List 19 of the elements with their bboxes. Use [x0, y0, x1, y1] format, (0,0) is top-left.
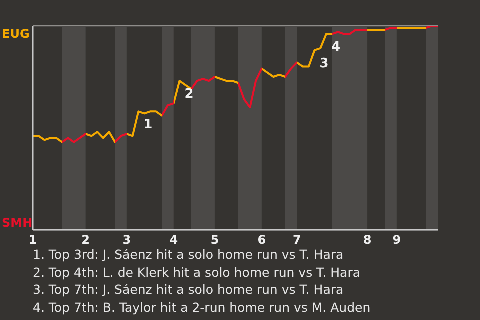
x-tick-label: 5: [210, 233, 220, 247]
x-tick-label: 7: [292, 233, 302, 247]
text: SMH: [2, 216, 33, 230]
annotation: 2: [184, 87, 194, 102]
annotation: 4: [331, 40, 341, 56]
text: 3. Top 7th: J. Sáenz hit a solo home run vs T. Hara: [33, 281, 345, 298]
x-tick-label: 2: [82, 233, 90, 247]
x-tick-label: 1: [28, 233, 38, 247]
x-tick-label: 3: [122, 233, 132, 247]
annotation: 3: [320, 56, 329, 72]
annotation: 1: [144, 118, 153, 133]
text: 4. Top 7th: B. Taylor hit a 2-run home run vs M. Auden: [33, 298, 371, 316]
text: 2. Top 4th: L. de Klerk hit a solo home run vs T. Hara: [33, 264, 362, 281]
x-tick-label: 8: [363, 233, 372, 247]
x-tick-label: 6: [258, 233, 266, 247]
x-tick-label: 9: [392, 233, 402, 247]
text: 1. Top 3rd: J. Sáenz hit a solo home run vs T. Hara: [33, 246, 345, 264]
text: EUG: [2, 27, 30, 41]
x-tick-label: 4: [170, 233, 178, 247]
